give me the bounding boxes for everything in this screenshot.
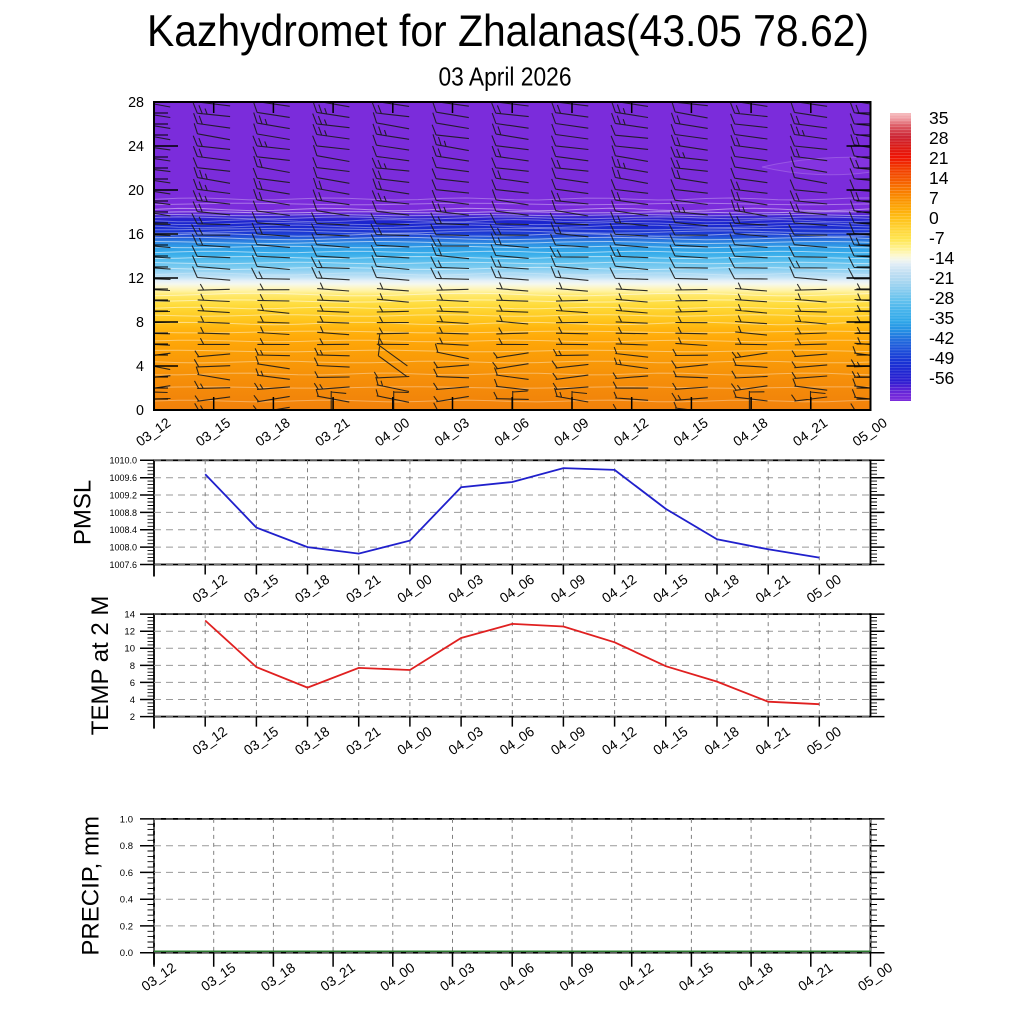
svg-text:4: 4 [130,695,135,706]
svg-text:PMSL: PMSL [70,480,97,545]
svg-text:14: 14 [124,610,135,621]
svg-text:-28: -28 [929,288,954,308]
svg-text:8: 8 [130,661,135,672]
svg-text:03 April 2026: 03 April 2026 [439,62,572,92]
svg-text:TEMP at 2 M: TEMP at 2 M [87,596,114,736]
svg-text:1008.0: 1008.0 [109,543,137,553]
svg-text:8: 8 [136,315,144,331]
svg-text:7: 7 [929,188,939,208]
svg-text:0.6: 0.6 [120,868,133,879]
svg-text:28: 28 [929,128,948,148]
svg-text:-42: -42 [929,328,954,348]
svg-text:1009.6: 1009.6 [109,473,137,483]
svg-text:0: 0 [929,208,939,228]
svg-text:0.4: 0.4 [120,895,133,906]
svg-text:16: 16 [128,227,144,243]
svg-text:1008.4: 1008.4 [109,525,137,535]
svg-text:0.0: 0.0 [120,948,133,959]
svg-text:0.2: 0.2 [120,921,133,932]
svg-text:1007.6: 1007.6 [109,560,137,570]
svg-text:Kazhydromet for Zhalanas(43.05: Kazhydromet for Zhalanas(43.05 78.62) [147,7,869,56]
svg-text:20: 20 [128,183,144,199]
svg-text:PRECIP, mm: PRECIP, mm [78,816,105,956]
svg-text:1010.0: 1010.0 [109,456,137,466]
svg-text:35: 35 [929,108,948,128]
svg-text:-14: -14 [929,248,955,268]
svg-text:14: 14 [929,168,949,188]
svg-text:28: 28 [128,95,144,111]
svg-text:1.0: 1.0 [120,814,133,825]
svg-text:4: 4 [136,359,144,375]
svg-text:12: 12 [128,271,144,287]
svg-text:24: 24 [128,139,144,155]
svg-text:10: 10 [124,644,135,655]
svg-text:21: 21 [929,148,948,168]
svg-text:-35: -35 [929,308,954,328]
svg-text:1008.8: 1008.8 [109,508,137,518]
svg-text:-56: -56 [929,368,954,388]
svg-text:6: 6 [130,678,135,689]
svg-text:-7: -7 [929,228,945,248]
svg-text:1009.2: 1009.2 [109,490,137,500]
svg-text:2: 2 [130,712,135,723]
svg-text:12: 12 [124,627,135,638]
svg-text:0.8: 0.8 [120,841,133,852]
svg-text:-49: -49 [929,348,954,368]
svg-text:-21: -21 [929,268,954,288]
svg-text:0: 0 [136,403,144,419]
